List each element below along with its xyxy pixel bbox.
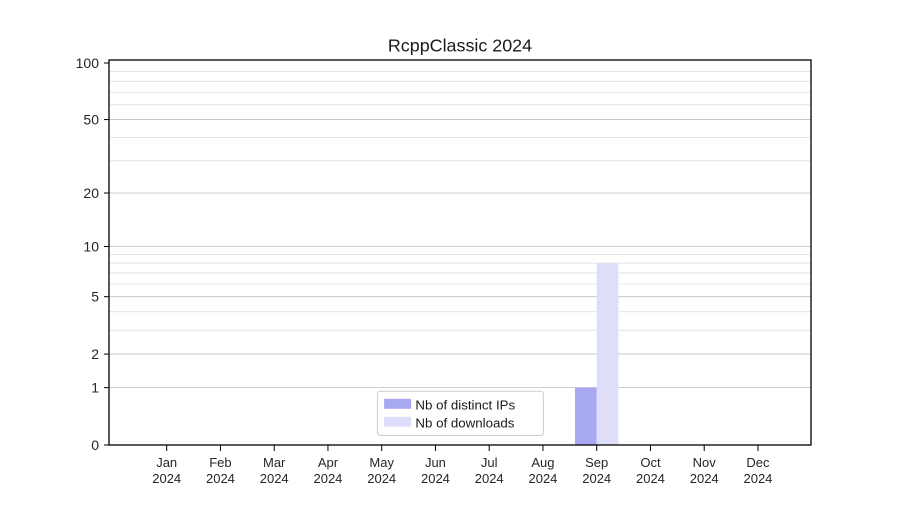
svg-text:2024: 2024 xyxy=(743,471,772,486)
svg-text:2024: 2024 xyxy=(582,471,611,486)
svg-text:0: 0 xyxy=(91,437,99,453)
svg-text:2024: 2024 xyxy=(690,471,719,486)
svg-text:50: 50 xyxy=(83,112,99,128)
svg-text:Mar: Mar xyxy=(263,455,286,470)
svg-text:2024: 2024 xyxy=(636,471,665,486)
svg-text:2024: 2024 xyxy=(475,471,504,486)
svg-text:10: 10 xyxy=(83,239,99,255)
svg-text:Aug: Aug xyxy=(531,455,554,470)
svg-text:2024: 2024 xyxy=(206,471,235,486)
svg-text:Sep: Sep xyxy=(585,455,608,470)
svg-text:2024: 2024 xyxy=(152,471,181,486)
svg-text:Nb of downloads: Nb of downloads xyxy=(415,416,514,431)
svg-text:2: 2 xyxy=(91,346,99,362)
svg-text:1: 1 xyxy=(91,380,99,396)
svg-text:2024: 2024 xyxy=(313,471,342,486)
svg-text:Jul: Jul xyxy=(481,455,498,470)
svg-text:May: May xyxy=(369,455,394,470)
svg-text:Apr: Apr xyxy=(318,455,339,470)
svg-text:Jan: Jan xyxy=(156,455,177,470)
svg-text:Nov: Nov xyxy=(693,455,717,470)
svg-text:Nb of distinct IPs: Nb of distinct IPs xyxy=(415,398,515,413)
svg-text:5: 5 xyxy=(91,289,99,305)
svg-text:20: 20 xyxy=(83,185,99,201)
svg-text:2024: 2024 xyxy=(260,471,289,486)
svg-text:Jun: Jun xyxy=(425,455,446,470)
svg-text:2024: 2024 xyxy=(528,471,557,486)
svg-text:100: 100 xyxy=(76,55,100,71)
svg-text:Oct: Oct xyxy=(640,455,661,470)
svg-text:2024: 2024 xyxy=(421,471,450,486)
svg-text:Dec: Dec xyxy=(746,455,770,470)
svg-text:Feb: Feb xyxy=(209,455,231,470)
svg-text:RcppClassic 2024: RcppClassic 2024 xyxy=(388,36,532,56)
svg-text:2024: 2024 xyxy=(367,471,396,486)
